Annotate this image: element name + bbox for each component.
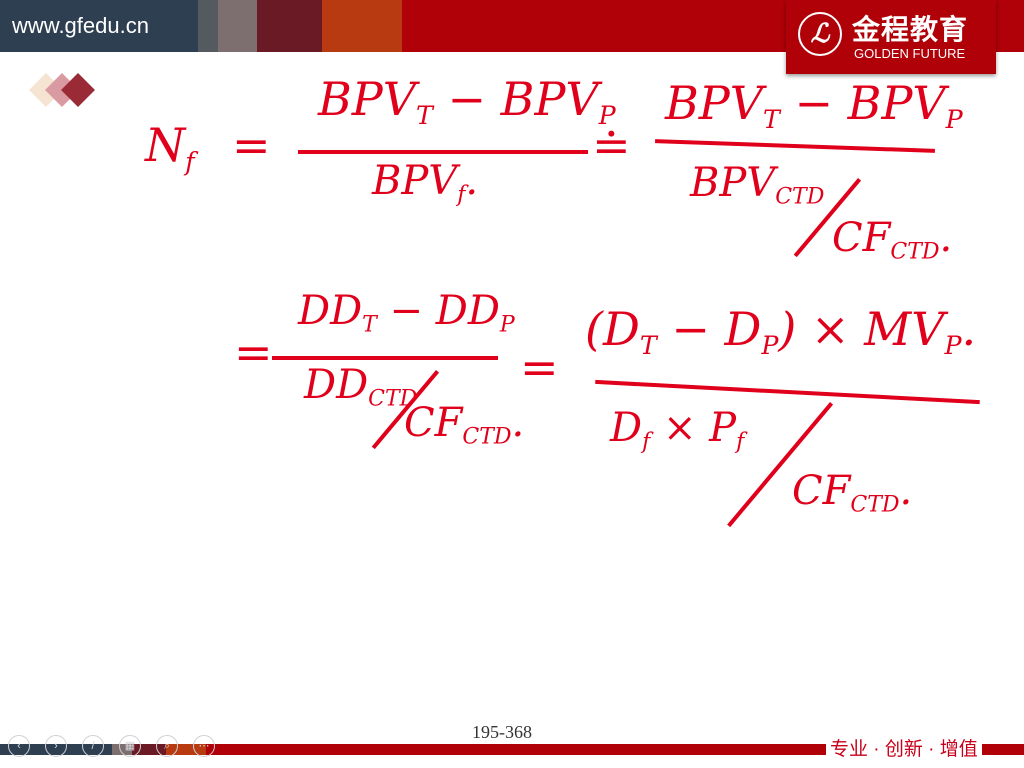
term: (D (585, 302, 640, 356)
dot: . (511, 400, 525, 446)
sub: T (415, 100, 433, 130)
sub: f (457, 182, 466, 208)
approx-sign: ≐ (592, 118, 631, 172)
fraction4-cf: CFCTD. (792, 468, 912, 518)
fraction2-denominator: BPVCTD (690, 160, 824, 210)
term: DD (298, 288, 363, 334)
sub: CTD (775, 184, 825, 210)
fraction3-numerator: DDT − DDP (298, 288, 515, 338)
pen-button[interactable]: / (82, 735, 104, 757)
sub: CTD (462, 424, 512, 450)
more-icon: ⋯ (198, 740, 210, 752)
sub: CTD (850, 492, 900, 518)
header-band-slate (0, 0, 198, 52)
prev-button[interactable]: ‹ (8, 735, 30, 757)
site-url: www.gfedu.cn (12, 13, 149, 38)
footer-band-orange (166, 744, 206, 755)
term: ) × MV (778, 302, 945, 356)
fraction2-cf: CFCTD. (832, 215, 952, 265)
footer-band-red (206, 744, 1024, 755)
sub: T (762, 104, 780, 134)
next-button[interactable]: › (45, 735, 67, 757)
term: D (610, 405, 643, 451)
zoom-icon: ⌕ (163, 740, 171, 752)
term: BPV (665, 76, 763, 130)
term: BPV (847, 76, 946, 130)
fraction4-numerator: (DT − DP) × MVP. (585, 302, 976, 360)
next-icon: › (54, 740, 58, 752)
term: CF (832, 215, 891, 261)
nf-sub: f (185, 146, 195, 176)
header-band-taupe (218, 0, 257, 52)
sub: P (761, 330, 779, 360)
sub: P (598, 100, 616, 130)
term: BPV (690, 160, 776, 206)
sub: P (945, 104, 963, 134)
footer-band-maroon (132, 744, 166, 755)
equals-sign: = (232, 118, 271, 172)
brand-logo: ℒ 金程教育 GOLDEN FUTURE (786, 0, 996, 74)
slides-icon: ▦ (124, 740, 136, 752)
fraction1-numerator: BPVT − BPVP (318, 72, 616, 130)
fraction1-bar (298, 150, 588, 154)
slides-button[interactable]: ▦ (119, 735, 141, 757)
prev-icon: ‹ (17, 740, 21, 752)
fraction2-bar (655, 139, 935, 153)
term: DD (304, 362, 369, 408)
more-button[interactable]: ⋯ (193, 735, 215, 757)
fraction4-denominator: Df × Pf (610, 405, 744, 455)
pen-icon: / (91, 740, 95, 752)
sub: f (642, 429, 651, 455)
dot: . (961, 302, 977, 356)
term: CF (404, 400, 463, 446)
fraction3-denominator: DDCTD (304, 362, 417, 412)
fraction3-bar (272, 356, 498, 360)
term: DD (435, 288, 500, 334)
dot: . (465, 158, 479, 204)
page-number: 195-368 (472, 722, 532, 742)
sub: T (639, 330, 657, 360)
header-band-orange (322, 0, 402, 52)
dot: . (939, 215, 953, 261)
minus: − (389, 288, 424, 334)
dot: . (899, 468, 913, 514)
term: − D (671, 302, 762, 356)
fraction4-bar (595, 379, 980, 405)
logo-english-name: GOLDEN FUTURE (854, 46, 966, 61)
term: BPV (372, 158, 458, 204)
term: CF (792, 468, 851, 514)
logo-seal-icon: ℒ (798, 12, 842, 56)
equals-sign: = (234, 325, 273, 379)
sub: P (944, 330, 962, 360)
header-band-maroon (257, 0, 322, 52)
sub: P (499, 312, 515, 338)
zoom-button[interactable]: ⌕ (156, 735, 178, 757)
term: BPV (500, 72, 599, 126)
fraction3-cf: CFCTD. (404, 400, 524, 450)
fraction1-denominator: BPVf. (372, 158, 478, 208)
sub: CTD (890, 239, 940, 265)
minus: − (447, 72, 487, 126)
header-band-gray (198, 0, 218, 52)
equals-sign: = (520, 340, 559, 394)
minus: − (794, 76, 834, 130)
logo-chinese-name: 金程教育 (852, 14, 969, 45)
slogan: 专业 · 创新 · 增值 (826, 734, 982, 761)
sub: T (362, 312, 377, 338)
term: × P (662, 405, 737, 451)
term: BPV (318, 72, 416, 126)
nf: N (145, 118, 186, 172)
fraction2-numerator: BPVT − BPVP (665, 76, 963, 134)
sub: f (736, 429, 745, 455)
formula-nf: Nf (145, 118, 195, 176)
